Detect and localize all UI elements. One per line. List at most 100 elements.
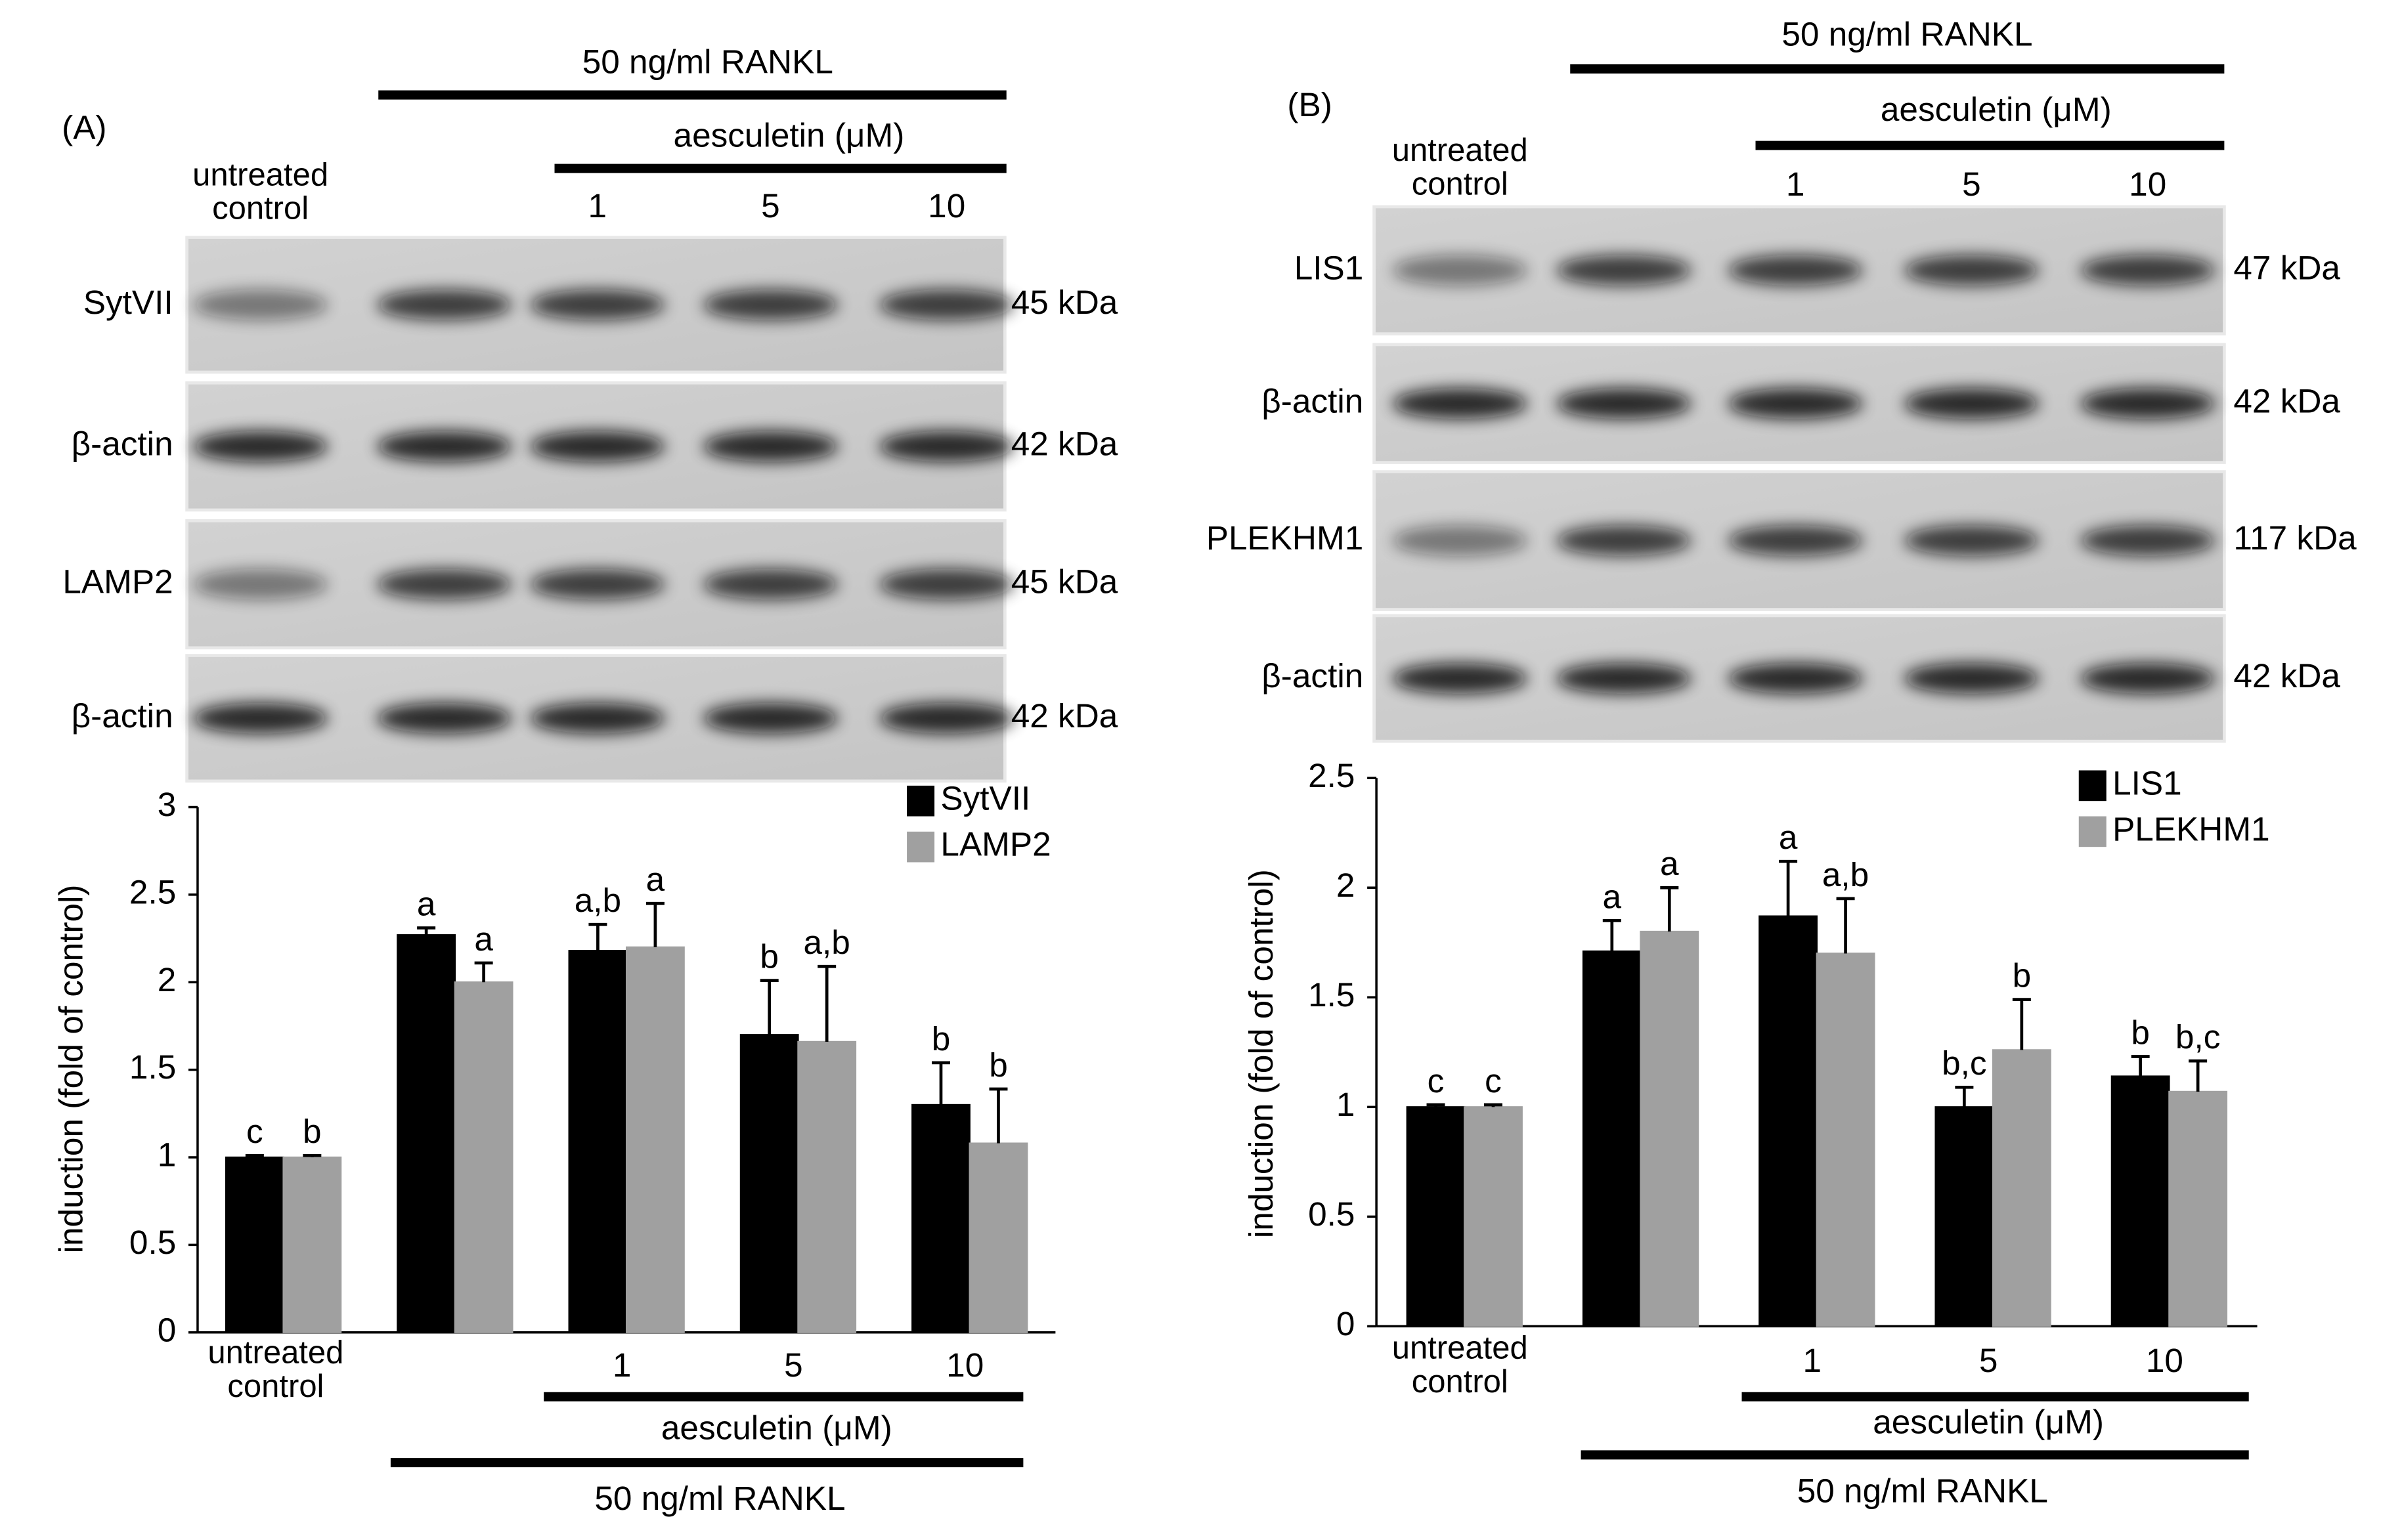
lane-header: 10 <box>2129 165 2166 203</box>
error-bar <box>1836 897 1855 954</box>
bar <box>2168 1090 2228 1327</box>
y-tick-label: 1 <box>158 1136 177 1174</box>
blot-band <box>192 702 328 734</box>
panel-label: (B) <box>1287 86 1332 123</box>
blot-band <box>2080 525 2216 556</box>
error-bar <box>1426 1103 1445 1107</box>
panel-label: (A) <box>62 109 106 146</box>
y-tick-label: 0.5 <box>129 1224 176 1261</box>
error-bar <box>760 979 779 1035</box>
significance-letter: a <box>1603 878 1622 915</box>
blot-band <box>376 568 512 600</box>
bar <box>1992 1049 2051 1327</box>
blot-band <box>703 431 839 462</box>
bar <box>739 1034 799 1333</box>
significance-letter: b <box>760 938 779 975</box>
lane-header: 5 <box>1962 165 1981 203</box>
legend-swatch <box>907 785 935 817</box>
y-tick-label: 0.5 <box>1308 1195 1355 1233</box>
x-tick-label: untreated control <box>1391 1332 1528 1400</box>
blot-band <box>1728 255 1863 286</box>
bar <box>1464 1106 1523 1327</box>
x-tick-label: 5 <box>1979 1342 1998 1379</box>
error-bar <box>245 1154 264 1158</box>
error-bar <box>588 922 607 951</box>
blot-band <box>2080 663 2216 694</box>
bar <box>397 934 456 1333</box>
significance-letter: a <box>1779 819 1798 856</box>
aesculetin-label: aesculetin (μM) <box>1881 91 2112 128</box>
significance-letter: a,b <box>1822 856 1869 893</box>
error-bar <box>818 964 837 1042</box>
blot-band <box>1904 663 2040 694</box>
bar <box>1582 950 1642 1327</box>
y-tick-label: 1.5 <box>1308 976 1355 1014</box>
y-tick-label: 0 <box>1336 1305 1355 1342</box>
y-tick-label: 3 <box>158 786 177 823</box>
rankl-label: 50 ng/ml RANKL <box>1781 16 2032 53</box>
rankl-label: 50 ng/ml RANKL <box>582 43 833 81</box>
blot-band <box>1392 525 1527 556</box>
significance-letter: a <box>474 920 493 958</box>
blot-label: SytVII <box>83 284 173 321</box>
error-bar <box>1602 919 1621 952</box>
blot-label: LAMP2 <box>62 563 173 601</box>
blot-label: β-actin <box>72 425 173 463</box>
y-tick-label: 1.5 <box>129 1048 176 1086</box>
x-tick-label: untreated control <box>207 1337 344 1405</box>
bar <box>1406 1106 1466 1327</box>
error-bar <box>1779 859 1798 916</box>
blot-band <box>192 289 328 320</box>
lane-header: 1 <box>1786 165 1805 203</box>
significance-letter: b <box>2131 1014 2150 1051</box>
blot-band <box>1728 388 1863 419</box>
blot-band <box>879 431 1015 462</box>
error-bar <box>474 961 493 983</box>
error-bar <box>2189 1059 2208 1092</box>
x-tick-label: 1 <box>613 1346 632 1384</box>
blot-band <box>1392 663 1527 694</box>
bar <box>1816 952 1875 1327</box>
blot-band <box>879 289 1015 320</box>
bar <box>1758 915 1818 1327</box>
bar <box>797 1040 857 1333</box>
blot-band <box>1556 663 1692 694</box>
blot-label: LIS1 <box>1294 249 1364 286</box>
rankl-label: 50 ng/ml RANKL <box>594 1480 845 1517</box>
significance-letter: a <box>646 861 665 898</box>
blot-size: 45 kDa <box>1011 563 1118 601</box>
error-bar <box>2131 1055 2150 1077</box>
lane-header-box: untreated control <box>192 159 329 227</box>
bar <box>454 981 513 1333</box>
y-axis-title: induction (fold of control) <box>53 885 90 1254</box>
rankl-label: 50 ng/ml RANKL <box>1797 1472 2048 1509</box>
blot-band <box>530 431 665 462</box>
blot-size: 42 kDa <box>1011 425 1118 463</box>
legend-label: LAMP2 <box>940 826 1051 863</box>
significance-letter: a <box>1660 845 1679 882</box>
y-tick-label: 1 <box>1336 1086 1355 1123</box>
blot-band <box>1392 388 1527 419</box>
blot-label: β-actin <box>1261 382 1363 419</box>
lane-header: untreated control <box>192 159 329 227</box>
significance-letter: a,b <box>575 882 621 919</box>
x-tick-label-box: untreated control <box>1391 1332 1528 1400</box>
legend-label: LIS1 <box>2112 764 2182 802</box>
blot-size: 47 kDa <box>2233 249 2340 286</box>
blot-band <box>530 702 665 734</box>
blot-band <box>376 702 512 734</box>
aesculetin-label: aesculetin (μM) <box>1873 1403 2104 1440</box>
blot-band <box>376 431 512 462</box>
significance-letter: a,b <box>804 924 850 961</box>
bar <box>625 946 685 1333</box>
error-bar <box>417 926 436 935</box>
bar <box>1934 1106 1994 1327</box>
y-axis-title: induction (fold of control) <box>1242 869 1280 1238</box>
blot-band <box>1904 388 2040 419</box>
blot-band <box>1556 255 1692 286</box>
blot-size: 117 kDa <box>2233 519 2357 557</box>
significance-letter: b <box>2013 957 2032 995</box>
significance-letter: b <box>932 1020 951 1058</box>
blot-size: 45 kDa <box>1011 284 1118 321</box>
error-bar <box>1955 1085 1974 1107</box>
